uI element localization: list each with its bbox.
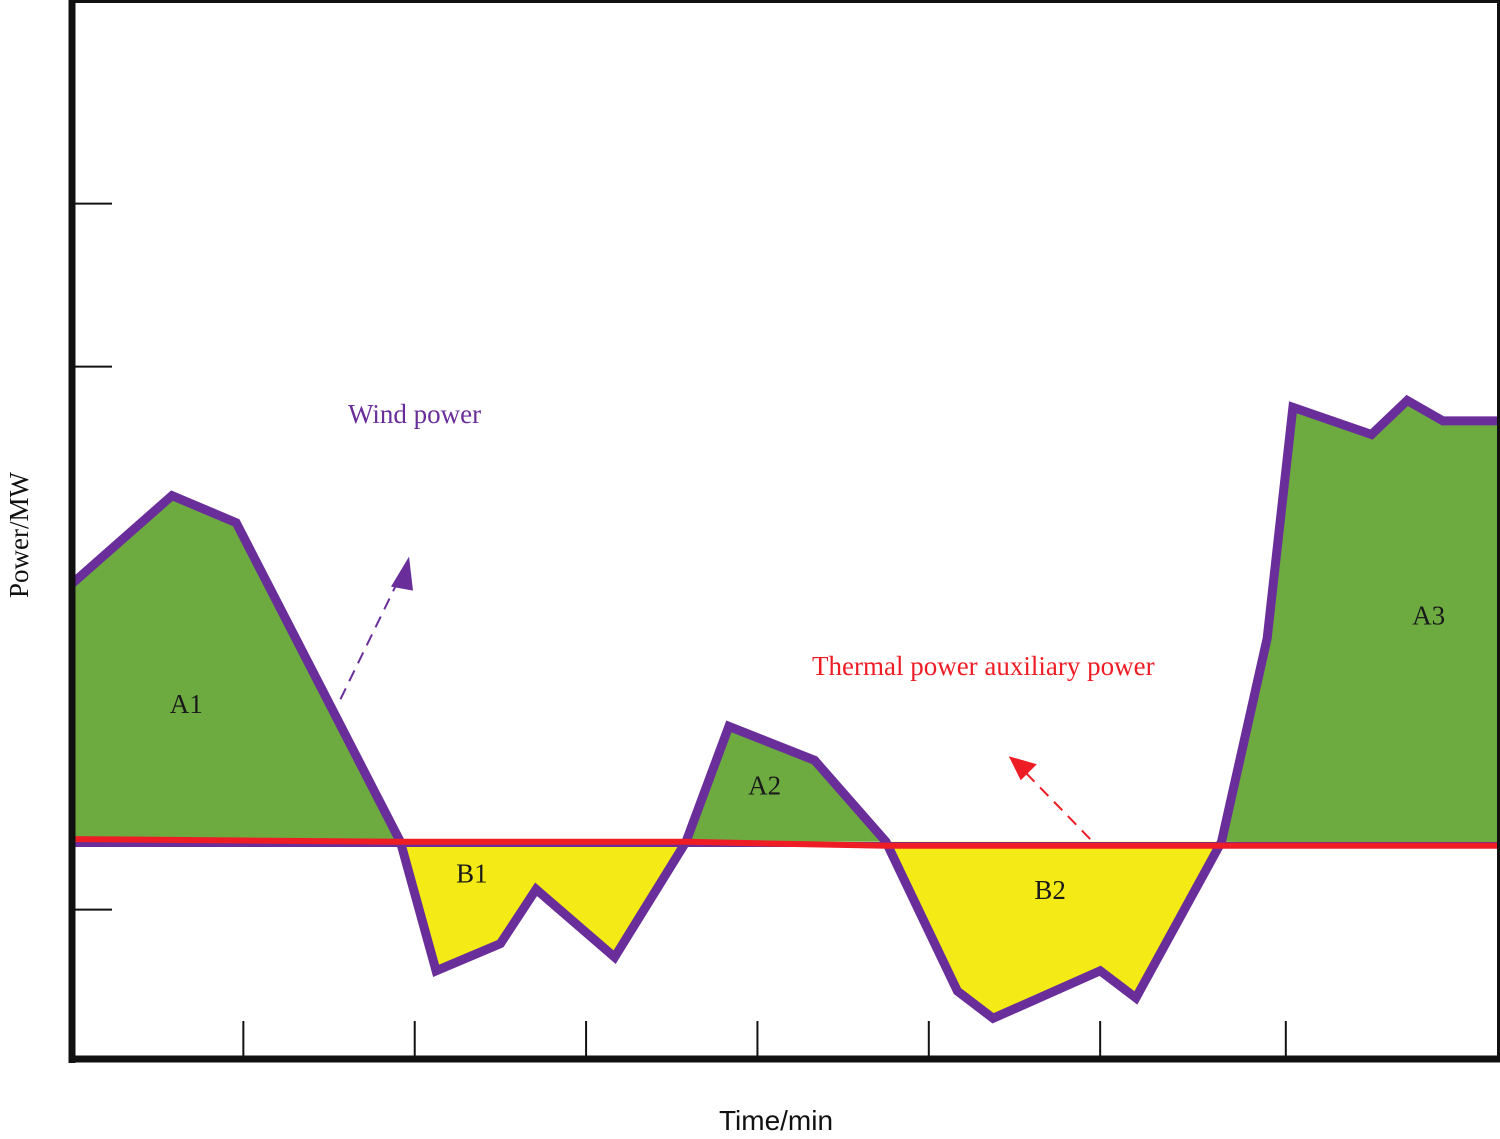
surplus-area-3 [686, 726, 886, 842]
region-labels: A1 B1 A2 B2 A3 [170, 601, 1445, 905]
region-label-b1: B1 [456, 859, 488, 889]
region-label-a1: A1 [170, 689, 203, 719]
axis-ticks [72, 202, 1287, 1059]
wind-power-line [69, 394, 1500, 1024]
region-label-a2: A2 [748, 770, 781, 800]
surplus-area-5 [1221, 400, 1500, 846]
region-label-b2: B2 [1034, 875, 1066, 905]
region-label-a3: A3 [1412, 601, 1445, 631]
annotation-arrows [339, 556, 1091, 840]
wind-arrow-head [391, 556, 414, 591]
plot-frame [68, 0, 1500, 1063]
surplus-area-1 [72, 495, 401, 842]
wind-power-annotation: Wind power [348, 399, 481, 429]
x-axis-label: Time/min [719, 1105, 833, 1136]
area-fills [72, 400, 1500, 1019]
deficit-area-4 [886, 841, 1222, 1019]
thermal-power-line [71, 836, 1500, 849]
y-axis-label: Power/MW [4, 471, 34, 597]
thermal-power-annotation: Thermal power auxiliary power [812, 651, 1155, 681]
thermal-arrow-head [1008, 756, 1037, 781]
deficit-area-2 [400, 841, 686, 971]
series-lines [69, 394, 1500, 1024]
wind-arrow-shaft [339, 569, 405, 700]
thermal-arrow-shaft [1020, 767, 1091, 840]
